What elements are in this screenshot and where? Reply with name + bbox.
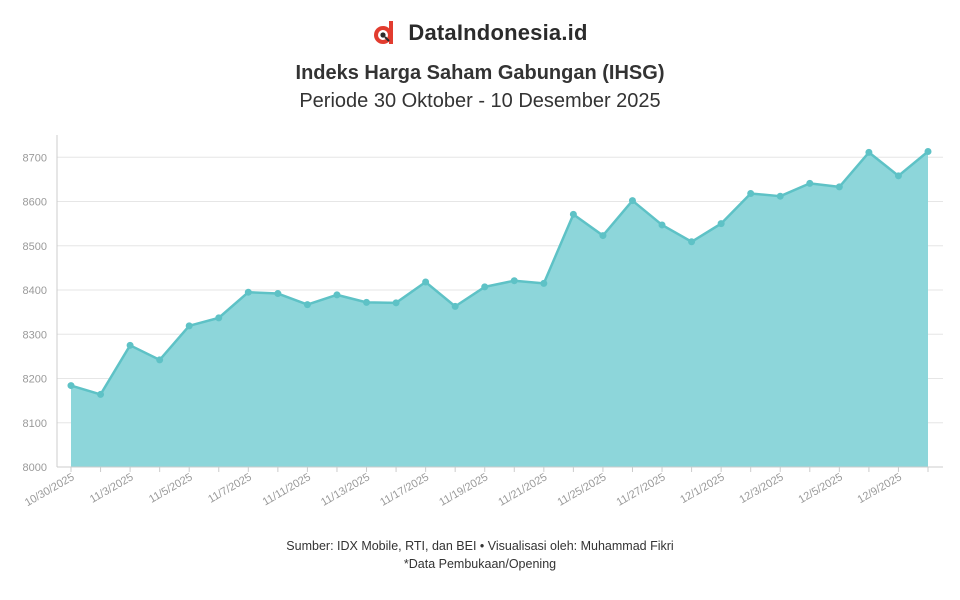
x-tick-label: 11/3/2025	[88, 471, 136, 505]
x-tick-label: 11/25/2025	[555, 471, 608, 509]
x-tick-label: 12/9/2025	[856, 471, 904, 506]
x-tick-label: 12/3/2025	[737, 471, 785, 506]
data-point	[599, 232, 607, 240]
data-point	[97, 390, 105, 398]
area-fill	[71, 151, 928, 467]
data-point	[540, 279, 548, 287]
x-tick-label: 11/7/2025	[206, 471, 254, 505]
chart-subtitle: Periode 30 Oktober - 10 Desember 2025	[299, 90, 661, 112]
data-point	[67, 382, 75, 390]
data-point	[510, 277, 518, 285]
y-tick-label: 8200	[23, 374, 47, 386]
data-point	[126, 341, 134, 349]
data-point	[924, 147, 932, 155]
data-point	[303, 301, 311, 309]
data-point	[806, 179, 814, 187]
x-tick-labels: 10/30/2025 11/3/2025 11/5/2025 11/7/2025 11/…	[23, 471, 904, 509]
y-tick-label: 8700	[23, 152, 47, 164]
x-tick-label: 11/27/2025	[615, 471, 668, 509]
data-point	[392, 299, 400, 307]
data-point	[747, 190, 755, 198]
y-tick-label: 8000	[23, 462, 47, 474]
x-tick-label: 10/30/2025	[23, 471, 77, 509]
brand-header: DataIndonesia.id	[0, 20, 960, 46]
series-line	[70, 150, 929, 396]
x-tick-label: 12/1/2025	[678, 471, 726, 506]
data-point	[363, 298, 371, 306]
data-point	[569, 210, 577, 218]
x-tick-label: 11/19/2025	[437, 471, 490, 509]
y-tick-label: 8100	[23, 418, 47, 430]
data-point	[717, 220, 725, 228]
data-point	[185, 322, 193, 330]
source-note: Sumber: IDX Mobile, RTI, dan BEI • Visua…	[286, 539, 674, 553]
chart-title: Indeks Harga Saham Gabungan (IHSG)	[295, 62, 665, 84]
data-point	[215, 314, 223, 322]
data-point	[835, 183, 843, 191]
data-point	[658, 221, 666, 229]
x-tick-label: 12/5/2025	[796, 471, 844, 506]
data-point	[894, 172, 902, 180]
data-point	[776, 192, 784, 200]
data-point	[244, 288, 252, 296]
data-point	[274, 290, 282, 298]
x-tick-label: 11/13/2025	[319, 471, 372, 509]
x-tick-label: 11/5/2025	[147, 471, 195, 505]
x-tick-label: 11/17/2025	[378, 471, 431, 509]
data-point	[156, 356, 164, 364]
ihsg-area-chart: 8000 8100 8200 8300 8400 8500 8600 8700 10/30/2…	[23, 135, 943, 509]
data-points	[67, 147, 932, 398]
data-point	[333, 291, 341, 299]
data-point	[688, 238, 696, 246]
x-tick-label: 11/11/2025	[261, 471, 313, 508]
y-tick-labels: 8000 8100 8200 8300 8400 8500 8600 8700	[23, 152, 47, 474]
y-tick-label: 8300	[23, 329, 47, 341]
axes	[56, 135, 943, 472]
y-tick-label: 8600	[23, 197, 47, 209]
y-tick-label: 8500	[23, 241, 47, 253]
data-point	[451, 302, 459, 310]
y-tick-label: 8400	[23, 285, 47, 297]
opening-data-note: *Data Pembukaan/Opening	[403, 557, 557, 571]
brand-name: DataIndonesia.id	[408, 20, 588, 45]
area-fill-layer	[70, 150, 929, 467]
data-point	[628, 197, 636, 205]
data-point	[422, 278, 430, 286]
x-tick-label: 11/21/2025	[496, 471, 549, 509]
dataindonesia-logo-icon	[374, 21, 394, 44]
data-point	[481, 283, 489, 291]
data-point	[865, 148, 873, 156]
